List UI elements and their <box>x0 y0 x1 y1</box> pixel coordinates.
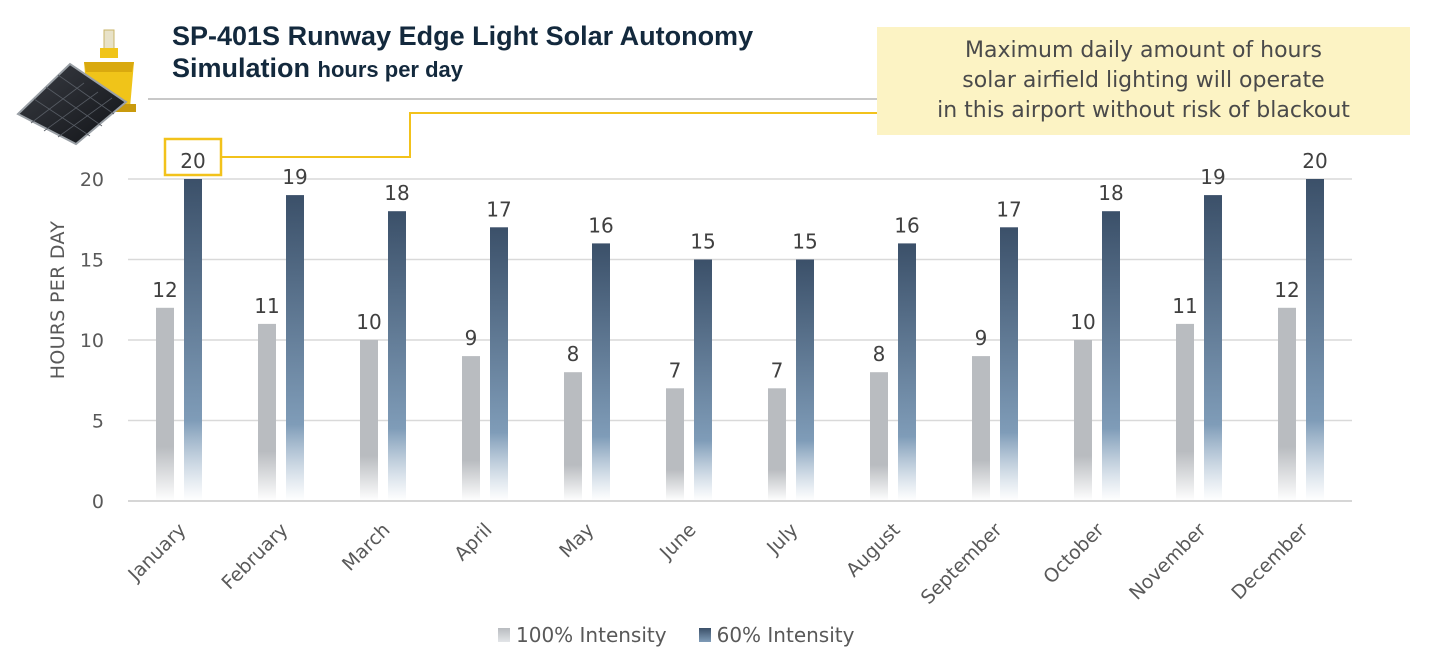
bar-60-intensity <box>286 195 304 501</box>
data-label: 18 <box>384 181 409 205</box>
y-tick-label: 5 <box>92 411 104 433</box>
bar-100-intensity <box>360 340 378 501</box>
data-label: 18 <box>1098 181 1123 205</box>
solar-runway-light-icon <box>16 29 136 146</box>
y-tick-label: 10 <box>80 330 104 352</box>
data-label: 12 <box>152 278 177 302</box>
x-tick-label: April <box>450 519 496 565</box>
bar-100-intensity <box>1074 340 1092 501</box>
data-label: 9 <box>975 326 988 350</box>
data-label: 19 <box>1200 165 1225 189</box>
legend-swatch-60 <box>698 628 711 642</box>
data-label: 11 <box>1172 294 1197 318</box>
callout-box: Maximum daily amount of hours solar airf… <box>877 27 1410 135</box>
callout-line: in this airport without risk of blackout <box>937 98 1350 123</box>
gridlines <box>128 178 1352 502</box>
data-label: 17 <box>486 197 511 221</box>
x-tick-label: March <box>338 519 395 576</box>
bar-60-intensity <box>1306 179 1324 501</box>
bar-60-intensity <box>184 179 202 501</box>
x-tick-label: February <box>217 519 292 594</box>
title-divider <box>148 98 880 100</box>
bar-100-intensity <box>870 372 888 501</box>
bar-100-intensity <box>258 323 276 501</box>
data-label: 7 <box>669 358 682 382</box>
data-label: 17 <box>996 197 1021 221</box>
x-tick-label: July <box>762 519 802 559</box>
legend-item-100: 100% Intensity <box>498 623 667 647</box>
legend-label-100: 100% Intensity <box>516 623 667 647</box>
highlight-connector-line <box>221 112 877 158</box>
bar-60-intensity <box>592 243 610 501</box>
x-tick-label: May <box>555 519 598 562</box>
data-label: 16 <box>588 213 613 237</box>
legend-item-60: 60% Intensity <box>698 623 855 647</box>
chart-title-line2: Simulation hours per day <box>172 52 753 86</box>
y-tick-label: 15 <box>80 250 104 272</box>
legend: 100% Intensity 60% Intensity <box>498 622 886 648</box>
data-label: 20 <box>1302 149 1327 173</box>
callout-line: solar airfield lighting will operate <box>962 68 1325 93</box>
chart-title: SP-401S Runway Edge Light Solar Autonomy… <box>172 20 753 86</box>
x-tick-label: August <box>842 519 905 582</box>
bar-60-intensity <box>796 259 814 501</box>
bar-100-intensity <box>768 388 786 501</box>
legend-label-60: 60% Intensity <box>716 623 855 647</box>
data-label: 9 <box>465 326 478 350</box>
bar-100-intensity <box>666 388 684 501</box>
legend-swatch-100 <box>498 628 510 642</box>
x-tick-label: October <box>1039 519 1108 588</box>
chart-title-line1: SP-401S Runway Edge Light Solar Autonomy <box>172 21 754 51</box>
bar-100-intensity <box>972 356 990 501</box>
bar-60-intensity <box>1204 195 1222 501</box>
chart-title-unit: hours per day <box>317 57 464 82</box>
bar-60-intensity <box>694 259 712 501</box>
x-tick-label: December <box>1227 519 1312 604</box>
bar-60-intensity <box>490 227 508 502</box>
y-tick-label: 0 <box>92 491 104 513</box>
y-tick-label: 20 <box>80 169 104 191</box>
data-label: 10 <box>1070 310 1095 334</box>
data-label: 19 <box>282 165 307 189</box>
data-label: 16 <box>894 213 919 237</box>
x-tick-labels: January February March April May June July Augu… <box>123 519 1312 609</box>
bars <box>156 179 1324 502</box>
callout-line: Maximum daily amount of hours <box>964 38 1322 63</box>
data-label: 8 <box>873 342 886 366</box>
data-label: 20 <box>180 149 205 173</box>
data-label: 15 <box>690 230 715 254</box>
x-tick-label: November <box>1125 519 1211 605</box>
bar-100-intensity <box>1278 307 1296 501</box>
bar-60-intensity <box>388 211 406 501</box>
data-label: 15 <box>792 230 817 254</box>
chart-title-word: Simulation <box>172 53 311 83</box>
data-label: 10 <box>356 310 381 334</box>
data-labels: 12 20 11 19 10 18 9 17 8 16 7 15 7 15 8 16 9 17 10 18 11 19 12… <box>152 149 1327 382</box>
bar-100-intensity <box>1176 323 1194 501</box>
bar-100-intensity <box>564 372 582 501</box>
data-label: 12 <box>1274 278 1299 302</box>
bar-60-intensity <box>1000 227 1018 502</box>
x-tick-label: September <box>917 519 1007 609</box>
data-label: 8 <box>567 342 580 366</box>
bar-100-intensity <box>156 307 174 501</box>
data-label: 7 <box>771 358 784 382</box>
y-tick-labels: 0 5 10 15 20 <box>80 169 104 513</box>
bar-100-intensity <box>462 356 480 501</box>
bar-60-intensity <box>898 243 916 501</box>
x-tick-label: June <box>655 519 701 565</box>
highlight-connector <box>163 112 877 177</box>
bar-60-intensity <box>1102 211 1120 501</box>
x-tick-label: January <box>123 519 190 586</box>
data-label: 11 <box>254 294 279 318</box>
